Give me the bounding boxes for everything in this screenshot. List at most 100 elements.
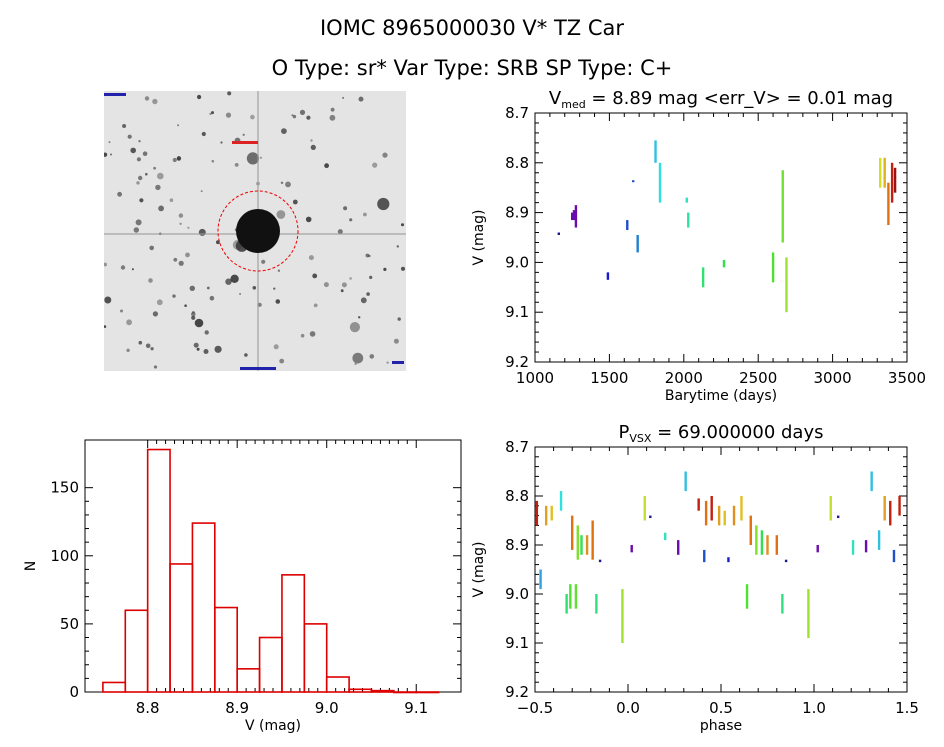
data-point <box>701 267 705 288</box>
histogram-bar <box>325 676 350 693</box>
data-point <box>732 505 736 526</box>
data-point <box>598 559 602 563</box>
data-point <box>643 496 646 521</box>
y-tick-label: 50 <box>60 615 79 633</box>
y-tick-label: 9.0 <box>505 585 529 603</box>
data-point <box>816 545 819 553</box>
data-point <box>723 510 726 526</box>
data-point <box>784 559 788 563</box>
data-point <box>877 530 881 550</box>
data-point <box>571 515 574 550</box>
data-point <box>658 162 662 203</box>
data-point <box>621 589 624 643</box>
data-point <box>595 594 598 614</box>
data-point <box>851 540 855 555</box>
data-point <box>893 167 897 193</box>
y-axis-label: N <box>23 561 39 571</box>
data-point <box>636 235 639 253</box>
data-point <box>749 515 752 545</box>
x-tick-label: 1.0 <box>802 699 826 717</box>
data-point <box>760 530 764 555</box>
data-point <box>574 584 578 609</box>
data-point <box>632 180 635 183</box>
sky-image <box>104 91 406 371</box>
y-tick-label: 9.2 <box>505 683 529 701</box>
x-tick-label: 3500 <box>888 369 926 387</box>
data-point <box>755 525 758 555</box>
x-tick-label: 2500 <box>739 369 777 387</box>
x-tick-label: 8.9 <box>225 699 249 717</box>
data-point <box>829 496 832 521</box>
data-point <box>654 140 657 163</box>
data-point <box>572 210 576 221</box>
data-point <box>722 259 726 268</box>
y-tick-label: 8.8 <box>505 487 529 505</box>
data-point <box>565 594 568 614</box>
data-point <box>864 540 868 553</box>
page-title: IOMC 8965000030 V* TZ Car <box>319 16 625 40</box>
data-point <box>892 549 896 563</box>
data-point <box>697 498 700 511</box>
plot-frame <box>534 112 908 363</box>
y-tick-label: 9.0 <box>505 253 529 271</box>
data-point <box>887 182 890 226</box>
x-tick-label: 0.5 <box>709 699 733 717</box>
data-point <box>889 500 892 526</box>
data-point <box>684 471 687 492</box>
y-tick-label: 8.7 <box>505 104 529 122</box>
y-tick-label: 9.2 <box>505 353 529 371</box>
y-axis-label: V (mag) <box>471 209 487 265</box>
data-point <box>539 569 542 590</box>
y-tick-label: 9.1 <box>505 303 529 321</box>
data-point <box>745 584 749 609</box>
data-point <box>559 491 563 511</box>
x-axis-label: V (mag) <box>245 718 301 734</box>
object-type-subtitle: O Type: sr* Var Type: SRB SP Type: C+ <box>271 56 673 80</box>
data-point <box>807 589 810 639</box>
y-tick-label: 8.7 <box>505 438 529 456</box>
x-tick-label: 9.0 <box>315 699 339 717</box>
x-tick-label: 2000 <box>665 369 703 387</box>
y-tick-label: 0 <box>69 683 79 701</box>
y-tick-label: 150 <box>50 479 79 497</box>
x-tick-label: 9.1 <box>404 699 428 717</box>
x-axis-label: phase <box>700 718 742 734</box>
data-point <box>771 252 775 283</box>
data-point <box>890 162 894 203</box>
data-point <box>687 212 690 228</box>
data-point <box>740 496 743 521</box>
data-point <box>898 496 901 516</box>
data-point <box>580 535 583 555</box>
x-tick-label: −0.5 <box>517 699 553 717</box>
data-point <box>785 257 788 313</box>
data-point <box>550 505 553 521</box>
plot-frame <box>534 446 908 693</box>
y-axis-label: V (mag) <box>471 541 487 597</box>
data-point <box>704 500 708 526</box>
data-point <box>557 232 561 236</box>
data-point <box>649 515 652 519</box>
y-tick-label: 8.9 <box>505 204 529 222</box>
target-circle <box>217 190 299 272</box>
data-point <box>879 157 882 188</box>
data-point <box>606 272 610 280</box>
histogram-bar <box>214 606 238 693</box>
chart-title: PVSX = 69.000000 days <box>619 422 824 445</box>
data-point <box>685 197 688 203</box>
data-point <box>781 170 784 243</box>
data-point <box>569 584 572 609</box>
data-point <box>535 500 539 526</box>
x-tick-label: 1000 <box>516 369 554 387</box>
data-point <box>544 505 548 526</box>
y-tick-label: 9.1 <box>505 634 529 652</box>
data-point <box>571 212 574 221</box>
data-point <box>870 471 873 492</box>
y-tick-label: 8.8 <box>505 154 529 172</box>
chart-title: Vmed = 8.89 mag <err_V> = 0.01 mag <box>549 88 893 111</box>
data-point <box>585 535 589 555</box>
x-tick-label: 0.0 <box>616 699 640 717</box>
data-point <box>883 496 886 521</box>
